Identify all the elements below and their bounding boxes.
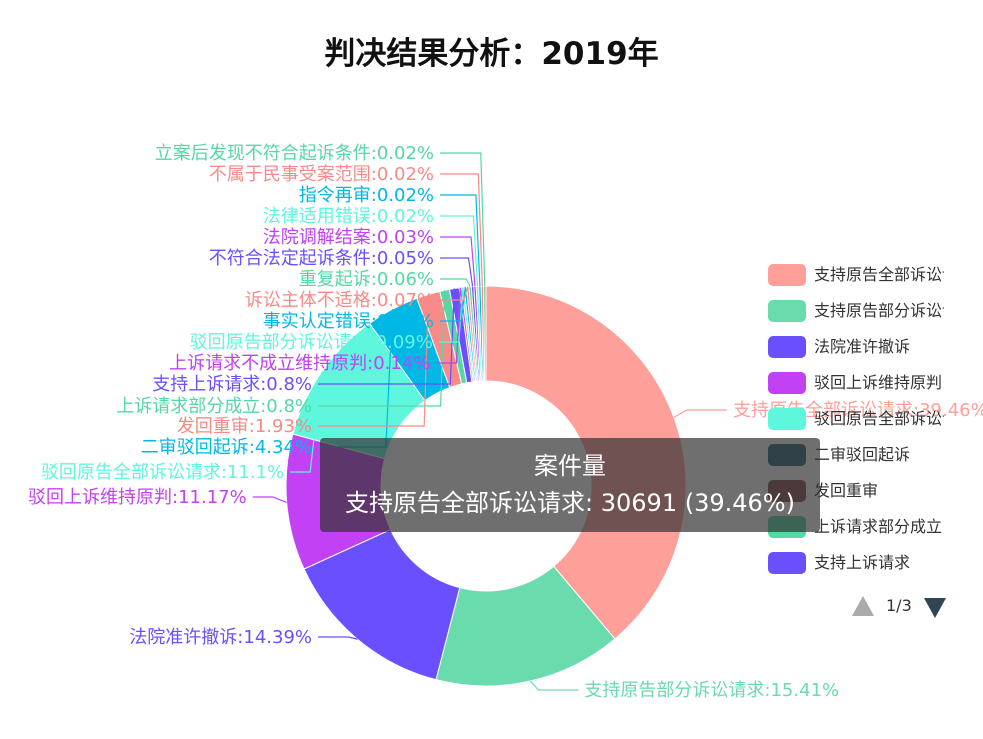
slice-label: 重复起诉:0.06% <box>299 269 434 290</box>
legend-swatch <box>768 336 806 358</box>
legend-label: 驳回原告全部诉讼请求 <box>814 409 944 428</box>
slice-label: 不属于民事受案范围:0.02% <box>209 164 434 185</box>
label-leader-line <box>440 257 474 287</box>
legend-swatch <box>768 408 806 430</box>
tooltip: 案件量 支持原告全部诉讼请求: 30691 (39.46%) <box>320 438 820 532</box>
slice-label: 事实认定错误:0.08% <box>263 311 434 332</box>
legend-swatch <box>768 264 806 286</box>
legend-item[interactable]: 支持原告全部诉讼请求 <box>768 258 968 294</box>
legend-item[interactable]: 驳回原告全部诉讼请求 <box>768 402 968 438</box>
label-leader-line <box>438 287 464 343</box>
slice-label: 发回重审:1.93% <box>177 416 312 437</box>
legend-label: 法院准许撤诉 <box>814 337 911 356</box>
pager-up-arrow-icon[interactable] <box>852 596 874 616</box>
slice-label: 支持原告部分诉讼请求:15.41% <box>584 680 839 701</box>
label-leader-line <box>436 287 462 364</box>
legend: 支持原告全部诉讼请求 支持原告部分诉讼请求 法院准许撤诉 驳回上诉维持原判 驳回… <box>768 258 968 582</box>
legend-label: 支持原告部分诉讼请求 <box>814 301 944 320</box>
slice-label: 驳回上诉维持原判:11.17% <box>28 487 247 508</box>
legend-pager: 1/3 <box>852 594 962 620</box>
label-leader-line <box>318 294 429 427</box>
legend-item[interactable]: 驳回上诉维持原判 <box>768 366 968 402</box>
label-leader-line <box>440 236 476 287</box>
slice-label: 诉讼主体不适格:0.07% <box>245 290 434 311</box>
legend-label: 支持原告全部诉讼请求 <box>814 265 944 284</box>
legend-label: 二审驳回起诉 <box>814 445 911 464</box>
slice-label: 驳回原告全部诉讼请求:11.1% <box>41 462 284 483</box>
tooltip-text: 支持原告全部诉讼请求: 30691 (39.46%) <box>345 489 795 517</box>
slice-label: 不符合法定起诉条件:0.05% <box>209 248 434 269</box>
slice-label: 驳回原告部分诉讼请求:0.09% <box>190 332 433 353</box>
tooltip-title: 案件量 <box>534 452 606 480</box>
label-leader-line <box>252 496 287 504</box>
slice-label: 法院调解结案:0.03% <box>263 227 434 248</box>
label-leader-line <box>440 194 481 287</box>
pager-page-text: 1/3 <box>886 596 912 615</box>
label-leader-line <box>673 409 728 418</box>
legend-swatch <box>768 552 806 574</box>
legend-label: 上诉请求部分成立 <box>814 517 943 536</box>
pie-slice[interactable] <box>435 565 616 687</box>
slice-label: 法律适用错误:0.02% <box>263 206 434 227</box>
label-leader-line <box>440 173 483 287</box>
slice-label: 指令再审:0.02% <box>299 185 434 206</box>
label-leader-line <box>440 152 486 287</box>
slice-label: 二审驳回起诉:4.34% <box>141 437 312 458</box>
legend-item[interactable]: 支持上诉请求 <box>768 546 968 582</box>
slice-label: 法院准许撤诉:14.39% <box>129 627 312 648</box>
chart-title: 判决结果分析：2019年 <box>324 36 659 72</box>
label-leader-line <box>318 290 446 407</box>
legend-label: 支持上诉请求 <box>814 553 911 572</box>
label-leader-line <box>440 215 479 287</box>
legend-swatch <box>768 372 806 394</box>
label-leader-line <box>529 680 579 691</box>
legend-swatch <box>768 300 806 322</box>
slice-label: 上诉请求不成立维持原判:0.14% <box>169 353 430 374</box>
label-leader-line <box>440 286 469 301</box>
legend-item[interactable]: 支持原告部分诉讼请求 <box>768 294 968 330</box>
slice-label: 上诉请求部分成立:0.8% <box>116 396 312 417</box>
label-leader-line <box>318 288 455 385</box>
legend-label: 发回重审 <box>814 481 879 500</box>
label-leader-line <box>318 636 358 640</box>
slice-label: 支持上诉请求:0.8% <box>152 374 312 395</box>
legend-label: 驳回上诉维持原判 <box>814 373 943 392</box>
pie-slice[interactable] <box>303 528 461 681</box>
pie-slice[interactable] <box>485 285 687 640</box>
pager-down-arrow-icon[interactable] <box>924 598 946 618</box>
label-leader-line <box>440 278 471 287</box>
legend-item[interactable]: 法院准许撤诉 <box>768 330 968 366</box>
slice-label: 立案后发现不符合起诉条件:0.02% <box>155 143 434 164</box>
label-leader-line <box>290 371 323 473</box>
